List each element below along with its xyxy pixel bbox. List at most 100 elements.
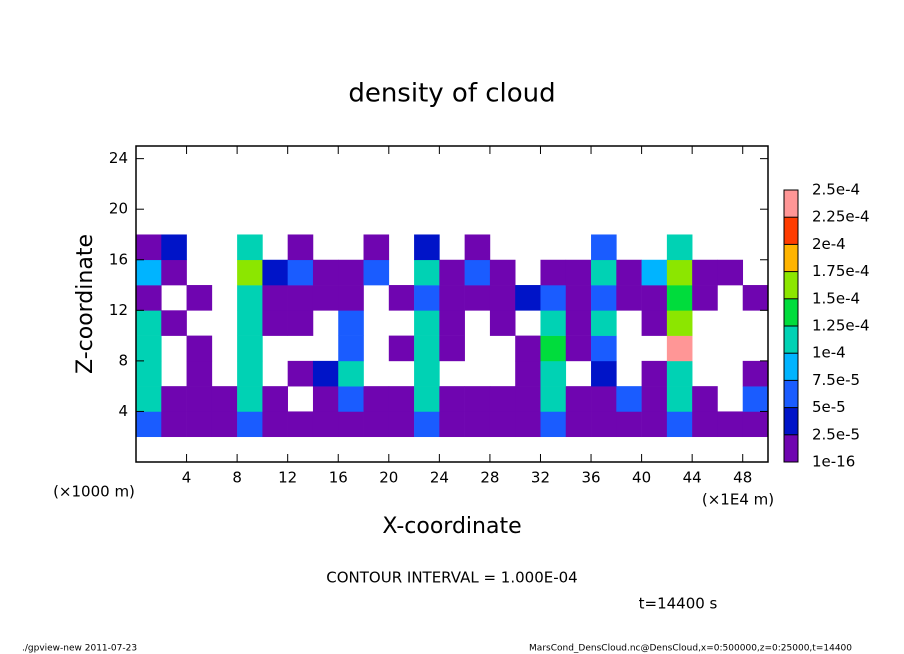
cell	[287, 234, 314, 261]
cell	[414, 360, 440, 387]
colorbar-swatch	[784, 434, 798, 462]
chart-title: density of cloud	[348, 79, 555, 109]
time-label: t=14400 s	[639, 595, 718, 613]
colorbar-label: 2.5e-5	[812, 425, 860, 443]
cell	[262, 386, 288, 412]
cell	[616, 386, 642, 412]
cell	[515, 360, 541, 387]
cell	[540, 335, 567, 362]
cell	[540, 411, 567, 438]
cell	[186, 360, 213, 387]
cell	[211, 386, 238, 412]
cell	[414, 234, 440, 261]
x-tick-label: 12	[278, 469, 297, 487]
cell	[287, 285, 314, 311]
cell	[262, 259, 288, 286]
cell	[565, 335, 592, 362]
contour-note: CONTOUR INTERVAL = 1.000E-04	[326, 569, 577, 587]
cell	[464, 285, 491, 311]
cell	[388, 335, 415, 362]
cell	[515, 386, 541, 412]
cell	[591, 259, 617, 286]
cell	[237, 411, 263, 438]
y-tick-label: 8	[118, 351, 128, 369]
cell	[666, 335, 693, 362]
cell	[591, 360, 617, 387]
colorbar-label: 5e-5	[812, 398, 846, 416]
y-tick-label: 20	[109, 200, 128, 218]
cell	[136, 335, 162, 362]
cell	[363, 411, 390, 438]
cell	[717, 411, 744, 438]
colorbar-label: 1.75e-4	[812, 262, 870, 280]
cell	[565, 310, 592, 336]
cell	[464, 411, 491, 438]
cell	[312, 411, 339, 438]
cell	[439, 411, 465, 438]
cell	[186, 285, 213, 311]
cell	[161, 411, 187, 438]
cell	[641, 310, 668, 336]
cell	[591, 285, 617, 311]
cell	[186, 411, 213, 438]
cell	[312, 386, 339, 412]
cell	[287, 360, 314, 387]
cell	[692, 259, 718, 286]
cell	[565, 285, 592, 311]
cell	[692, 411, 718, 438]
cell	[666, 285, 693, 311]
cell	[363, 386, 390, 412]
cell	[186, 386, 213, 412]
cell	[666, 259, 693, 286]
cell	[338, 335, 364, 362]
cell	[237, 310, 263, 336]
colorbar-label: 1e-4	[812, 344, 846, 362]
x-unit: (×1E4 m)	[702, 491, 774, 509]
x-axis-label: X-coordinate	[382, 514, 521, 539]
cell	[540, 310, 567, 336]
cell	[136, 411, 162, 438]
cell	[666, 360, 693, 387]
cell	[616, 259, 642, 286]
x-tick-label: 40	[632, 469, 651, 487]
footer-left: ./gpview-new 2011-07-23	[22, 644, 137, 654]
cell	[161, 386, 187, 412]
footer-right: MarsCond_DensCloud.nc@DensCloud,x=0:5000…	[529, 644, 852, 654]
colorbar-label: 1.25e-4	[812, 317, 870, 335]
x-tick-label: 24	[430, 469, 449, 487]
cell	[540, 360, 567, 387]
cell	[565, 386, 592, 412]
cell	[136, 259, 162, 286]
cell	[692, 285, 718, 311]
y-tick-label: 12	[109, 301, 128, 319]
x-tick-label: 36	[581, 469, 600, 487]
cell	[161, 234, 187, 261]
cell	[388, 411, 415, 438]
cell	[489, 386, 516, 412]
y-tick-label: 4	[118, 402, 128, 420]
cell	[237, 234, 263, 261]
colorbar-swatch	[784, 353, 798, 381]
cell	[211, 411, 238, 438]
cell	[641, 386, 668, 412]
cell	[414, 259, 440, 286]
cell	[717, 259, 744, 286]
cell	[666, 411, 693, 438]
colorbar-swatch	[784, 380, 798, 408]
cell	[388, 285, 415, 311]
cell	[136, 386, 162, 412]
cell	[489, 285, 516, 311]
cell	[591, 310, 617, 336]
cell	[287, 259, 314, 286]
cell	[237, 360, 263, 387]
cell	[363, 234, 390, 261]
cell	[515, 411, 541, 438]
cell	[312, 360, 339, 387]
cell	[641, 411, 668, 438]
cell	[464, 386, 491, 412]
cell	[489, 310, 516, 336]
cell	[136, 234, 162, 261]
colorbar-label: 2.25e-4	[812, 208, 870, 226]
